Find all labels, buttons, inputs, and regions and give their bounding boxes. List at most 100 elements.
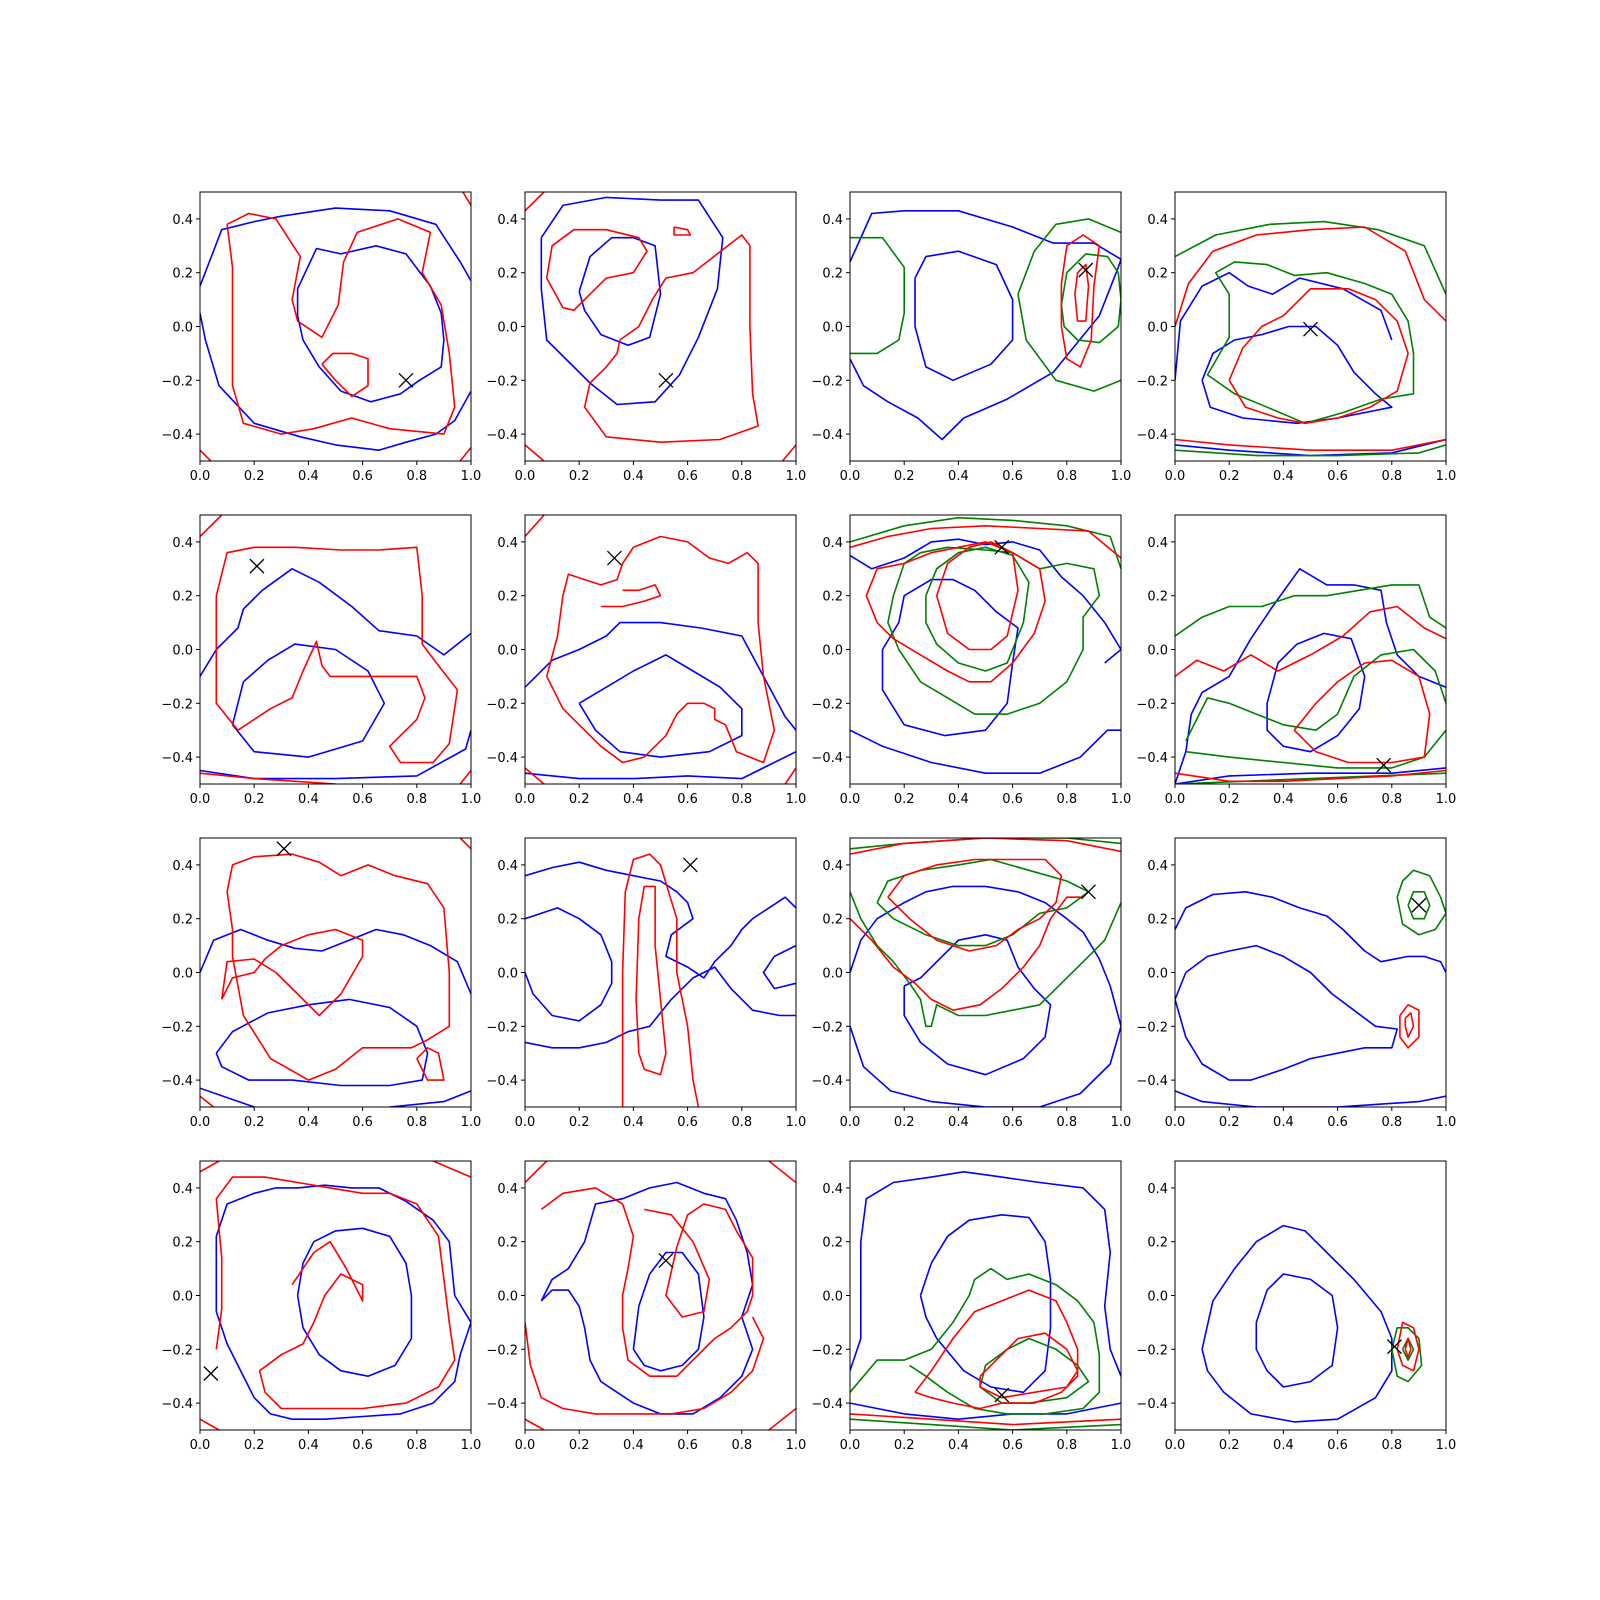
y-tick-label: −0.4	[486, 428, 518, 443]
y-tick-label: 0.2	[497, 913, 518, 928]
red-contour-line	[865, 541, 1046, 683]
x-tick-label: 0.2	[1219, 1115, 1240, 1130]
x-tick-label: 0.4	[948, 1438, 969, 1453]
green-contour-line	[1017, 218, 1121, 295]
blue-contour-line	[525, 621, 796, 731]
blue-contour-line	[850, 210, 1121, 263]
x-tick-label: 0.6	[677, 1115, 698, 1130]
red-contour-line	[1175, 769, 1446, 783]
green-contour-line	[1206, 261, 1415, 425]
x-tick-label: 0.2	[1219, 1438, 1240, 1453]
x-tick-label: 0.0	[515, 1115, 536, 1130]
blue-contour-line	[200, 312, 471, 451]
blue-contour-line	[215, 998, 429, 1087]
red-contour-line	[979, 1332, 1079, 1399]
y-tick-label: 0.4	[172, 213, 193, 228]
y-tick-label: 0.4	[1147, 859, 1168, 874]
x-tick-label: 0.2	[244, 469, 265, 484]
y-tick-label: −0.4	[811, 751, 843, 766]
plot-area	[200, 838, 471, 1107]
x-tick-label: 0.6	[677, 469, 698, 484]
blue-contour-line	[1175, 891, 1446, 973]
blue-contour-line	[1201, 1224, 1393, 1423]
blue-contour-line	[1175, 944, 1398, 1081]
green-contour-line	[850, 891, 1121, 1028]
y-tick-label: −0.2	[486, 1343, 518, 1358]
x-tick-label: 0.4	[1273, 1115, 1294, 1130]
x-tick-label: 0.6	[1327, 1438, 1348, 1453]
y-tick-label: −0.2	[486, 697, 518, 712]
x-tick-label: 0.0	[190, 792, 211, 807]
x-tick-label: 0.2	[1219, 792, 1240, 807]
plot-area	[1201, 1224, 1423, 1423]
subplot-10: 0.0 0.2 0.4 0.6 0.8 1.0 0.4 0.2 0.0 −0.2 −0.4	[486, 837, 806, 1130]
blue-contour-line	[1255, 1273, 1339, 1388]
plot-area	[850, 210, 1121, 441]
axes-frame	[524, 514, 797, 785]
y-tick-label: −0.4	[486, 751, 518, 766]
green-contour-line	[850, 1418, 1121, 1430]
y-tick-label: 0.2	[822, 267, 843, 282]
blue-contour-line	[850, 259, 1121, 441]
x-marker	[1303, 321, 1318, 337]
x-tick-label: 0.2	[569, 792, 590, 807]
x-tick-label: 0.2	[894, 1438, 915, 1453]
subplot-11: 0.0 0.2 0.4 0.6 0.8 1.0 0.4 0.2 0.0 −0.2 −0.4	[811, 837, 1131, 1130]
x-tick-label: 0.0	[190, 469, 211, 484]
red-contour-line	[850, 896, 1084, 1011]
axes-frame	[1174, 514, 1447, 785]
red-contour-line	[850, 1413, 1121, 1426]
blue-contour-line	[1266, 632, 1366, 753]
y-tick-label: −0.4	[161, 428, 193, 443]
plot-area	[525, 853, 796, 1107]
blue-contour-line	[903, 934, 1052, 1076]
y-tick-label: 0.4	[1147, 536, 1168, 551]
y-tick-label: 0.0	[172, 967, 193, 982]
plot-area	[850, 516, 1121, 774]
red-contour-line	[781, 444, 796, 461]
x-tick-label: 0.4	[1273, 792, 1294, 807]
y-tick-label: 0.0	[497, 644, 518, 659]
blue-contour-line	[540, 1181, 754, 1415]
subplot-5: 0.0 0.2 0.4 0.6 0.8 1.0 0.4 0.2 0.0 −0.2 −0.4	[161, 514, 482, 807]
y-tick-label: 0.0	[822, 1290, 843, 1305]
x-tick-label: 0.0	[190, 1438, 211, 1453]
red-contour-line	[459, 838, 471, 850]
x-tick-label: 0.2	[894, 1115, 915, 1130]
subplot-6: 0.0 0.2 0.4 0.6 0.8 1.0 0.4 0.2 0.0 −0.2 −0.4	[486, 514, 806, 807]
red-contour-line	[1074, 263, 1090, 322]
y-tick-label: 0.4	[822, 859, 843, 874]
y-tick-label: 0.0	[1147, 1290, 1168, 1305]
x-tick-label: 0.0	[1165, 469, 1186, 484]
subplot-2: 0.0 0.2 0.4 0.6 0.8 1.0 0.4 0.2 0.0 −0.2 −0.4	[486, 191, 806, 484]
x-tick-label: 0.4	[623, 792, 644, 807]
x-tick-label: 0.2	[569, 469, 590, 484]
subplot-1: 0.0 0.2 0.4 0.6 0.8 1.0 0.4 0.2 0.0 −0.2 −0.4	[161, 191, 481, 484]
x-tick-label: 1.0	[461, 1438, 482, 1453]
x-tick-label: 0.4	[623, 1438, 644, 1453]
x-marker	[1081, 884, 1096, 900]
subplot-7: 0.0 0.2 0.4 0.6 0.8 1.0 0.4 0.2 0.0 −0.2 −0.4	[811, 514, 1131, 807]
x-tick-label: 1.0	[1436, 469, 1457, 484]
green-contour-line	[925, 546, 1030, 672]
y-tick-label: 0.4	[497, 536, 518, 551]
blue-contour-line	[762, 944, 796, 990]
red-contour-line	[200, 449, 212, 461]
x-tick-label: 0.8	[1056, 792, 1077, 807]
x-tick-label: 0.4	[623, 469, 644, 484]
x-marker	[203, 1366, 219, 1381]
blue-contour-line	[632, 1251, 705, 1372]
x-tick-label: 0.4	[948, 1115, 969, 1130]
blue-contour-line	[578, 236, 662, 347]
blue-contour-line	[1175, 271, 1393, 381]
y-tick-label: 0.4	[172, 1182, 193, 1197]
y-tick-label: −0.2	[1136, 374, 1168, 389]
x-tick-label: 1.0	[461, 792, 482, 807]
x-tick-label: 0.4	[1273, 1438, 1294, 1453]
x-tick-label: 0.6	[1327, 469, 1348, 484]
red-contour-line	[784, 767, 796, 784]
red-contour-line	[525, 1161, 548, 1184]
red-contour-line	[1228, 288, 1409, 425]
green-contour-line	[850, 838, 1121, 850]
red-contour-line	[545, 228, 648, 312]
